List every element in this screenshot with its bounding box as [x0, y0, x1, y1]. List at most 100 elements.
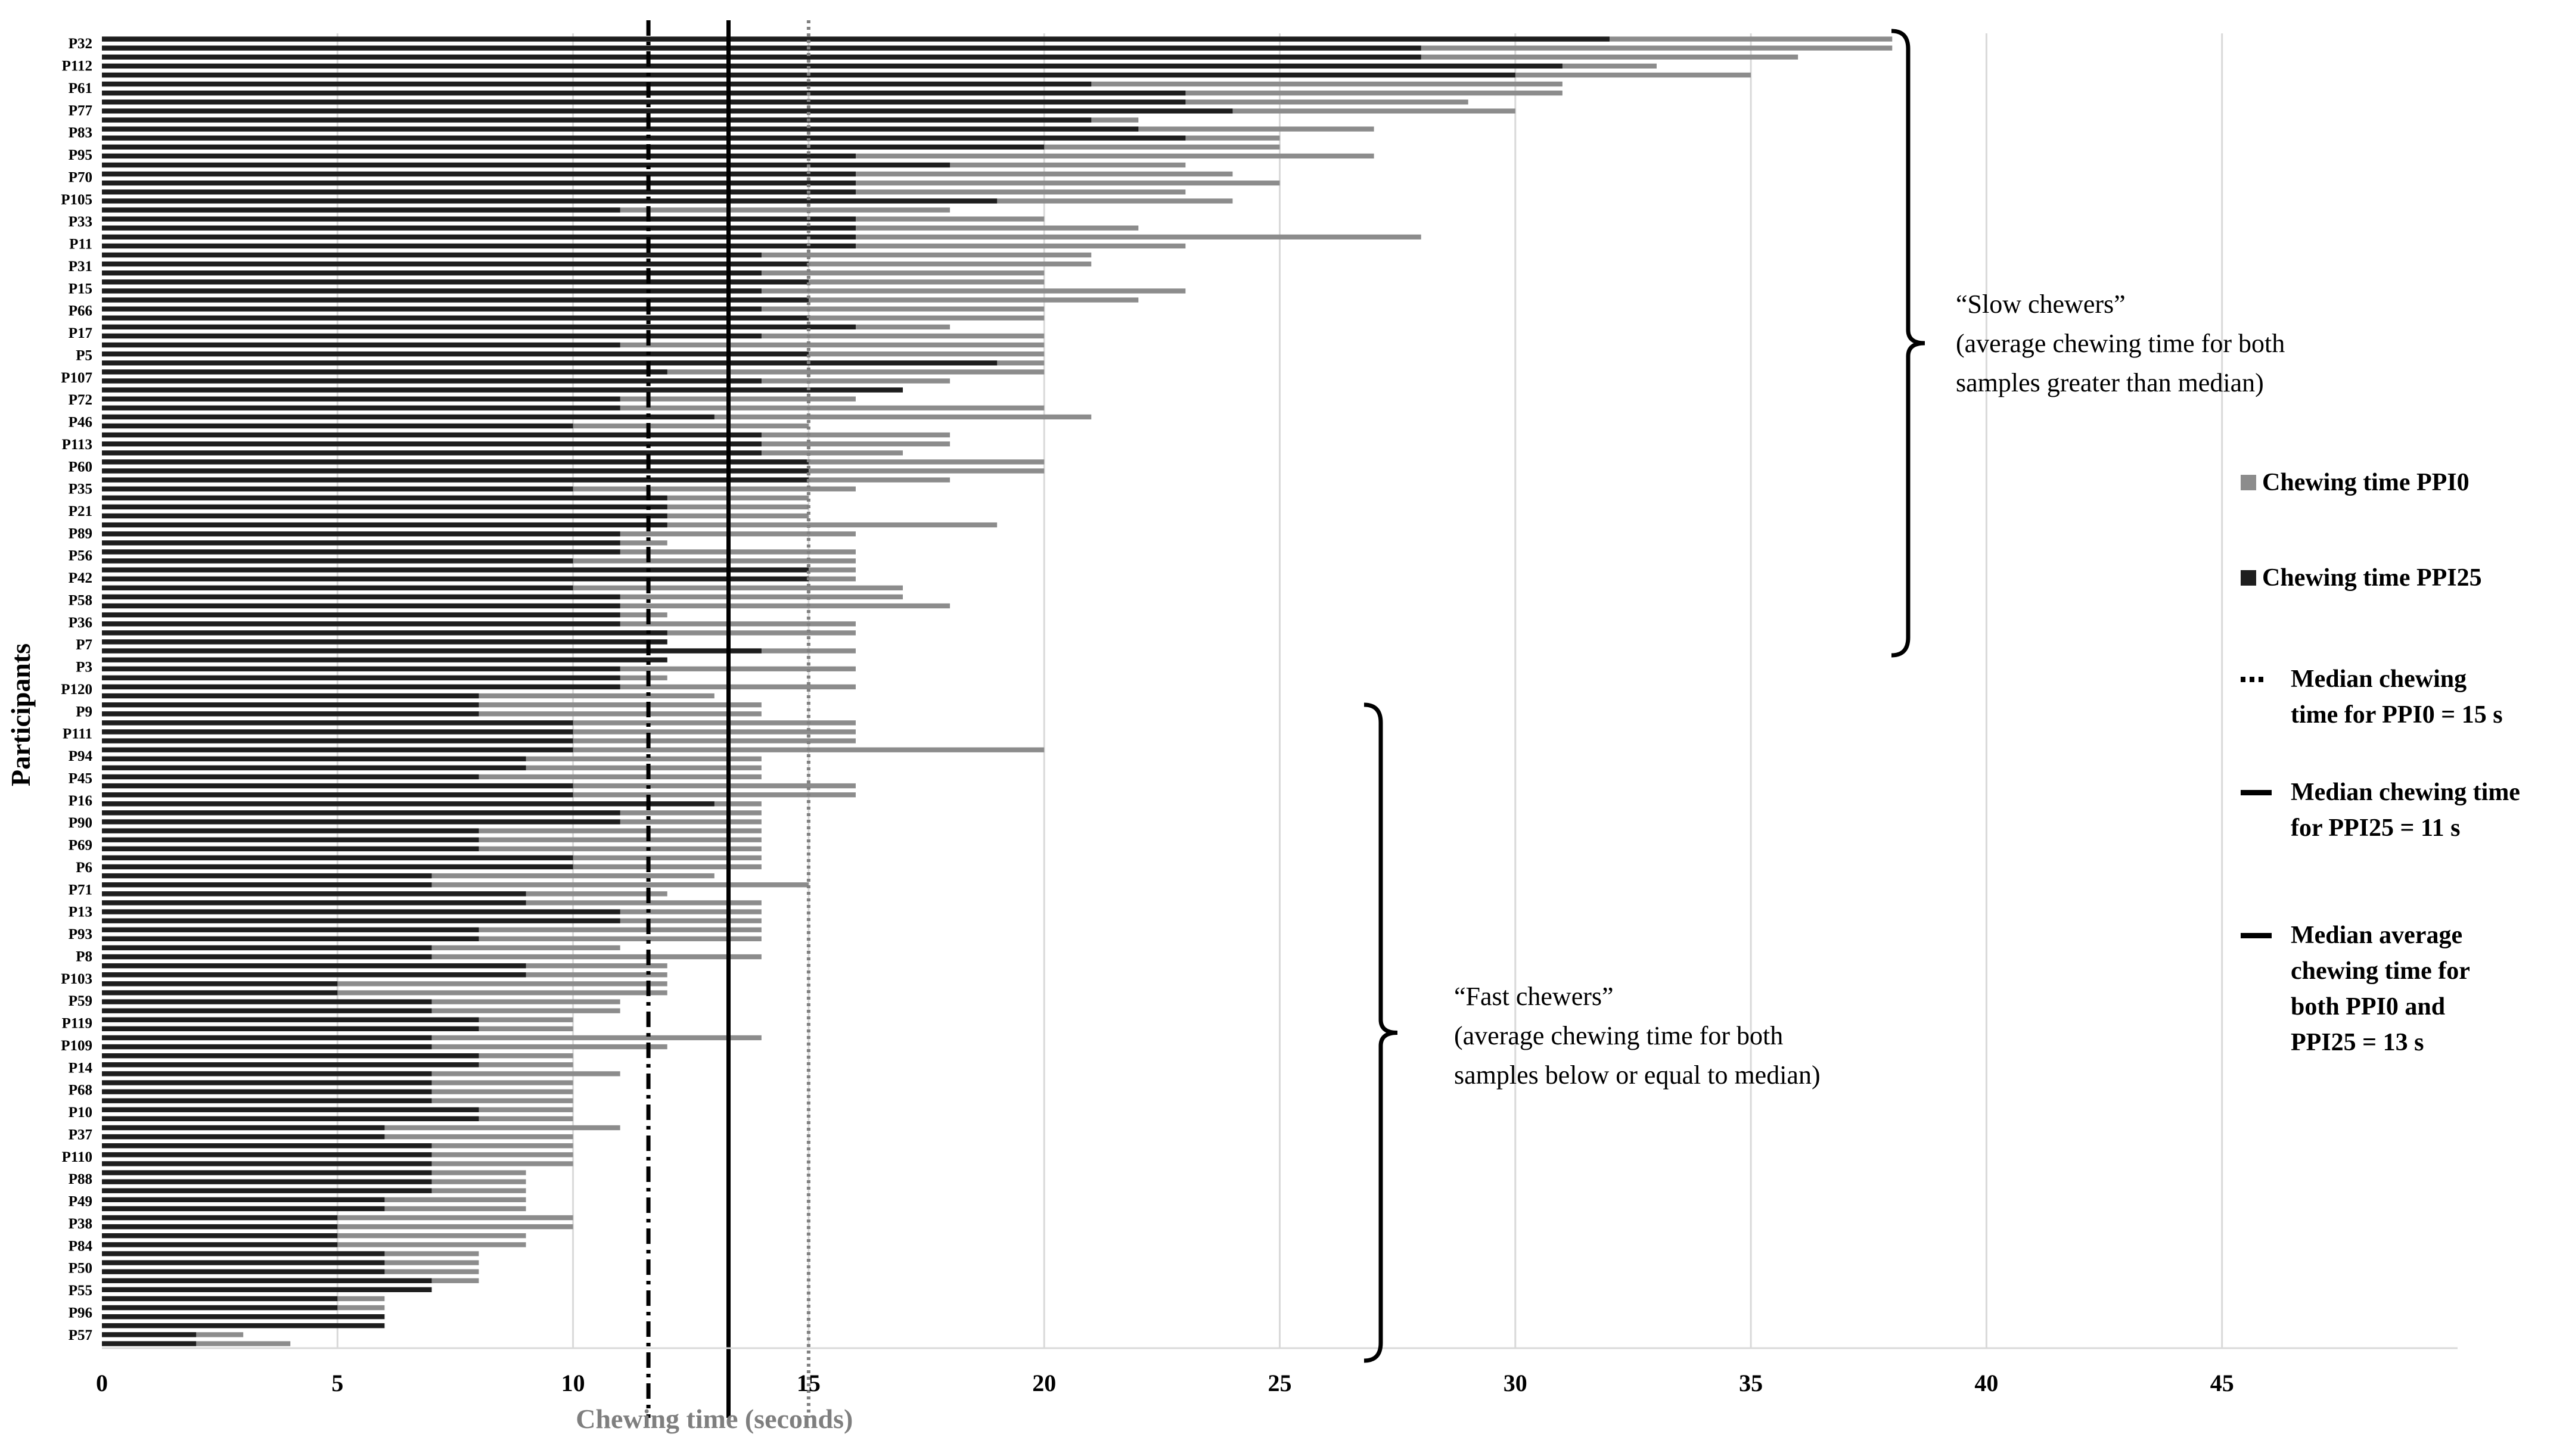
y-tick-label-P77: P77	[69, 102, 92, 119]
y-tick-label-P56: P56	[69, 548, 92, 564]
bar-ppi25-88	[102, 828, 479, 833]
group-braces	[1363, 29, 1925, 1363]
y-tick-label-P11: P11	[69, 237, 92, 253]
bar-ppi25-137	[102, 1269, 385, 1274]
bar-ppi25-123	[102, 1143, 432, 1149]
bar-ppi25-101	[102, 945, 432, 951]
bar-ppi25-64	[102, 612, 620, 618]
legend-label: Chewing time PPI25	[2262, 560, 2482, 596]
bar-ppi25-27	[102, 279, 809, 285]
bar-ppi25-2	[102, 54, 1421, 60]
y-tick-label-P61: P61	[69, 80, 92, 97]
bar-ppi25-29	[102, 297, 809, 303]
bar-ppi25-67	[102, 639, 667, 645]
fast-chewers-brace	[1363, 702, 1398, 1363]
bar-ppi25-45	[102, 441, 762, 447]
bar-ppi25-105	[102, 981, 338, 987]
bar-ppi25-134	[102, 1242, 338, 1247]
y-tick-label-P7: P7	[76, 637, 92, 653]
y-tick-label-P83: P83	[69, 125, 92, 141]
bar-ppi25-112	[102, 1044, 432, 1050]
bar-ppi25-43	[102, 423, 573, 429]
bar-ppi25-54	[102, 522, 667, 528]
bar-ppi25-6	[102, 91, 1186, 96]
bar-ppi25-63	[102, 603, 620, 609]
bar-ppi25-26	[102, 270, 762, 276]
legend-label-line: Chewing time PPI25	[2262, 564, 2482, 592]
legend-label-line: chewing time for	[2291, 957, 2470, 985]
bar-ppi25-95	[102, 891, 526, 897]
bar-ppi25-125	[102, 1161, 432, 1166]
bar-ppi25-11	[102, 135, 1186, 141]
bar-ppi25-100	[102, 936, 479, 941]
bar-ppi25-23	[102, 243, 856, 249]
bar-ppi25-39	[102, 387, 903, 393]
bar-ppi25-5	[102, 81, 1092, 87]
bar-ppi25-9	[102, 117, 1092, 123]
bar-ppi25-66	[102, 630, 667, 636]
bar-ppi25-141	[102, 1305, 338, 1311]
bar-ppi25-62	[102, 594, 620, 600]
legend-label-line: PPI25 = 13 s	[2291, 1029, 2424, 1056]
bar-ppi25-35	[102, 351, 809, 357]
bar-ppi25-70	[102, 666, 620, 671]
bar-ppi25-107	[102, 999, 432, 1004]
slow-chewers-desc-2: samples greater than median)	[1956, 368, 2264, 397]
bar-ppi25-21	[102, 225, 856, 231]
x-tick-label-10: 10	[561, 1370, 585, 1396]
bar-ppi0-94	[102, 882, 809, 888]
y-tick-label-P14: P14	[69, 1060, 93, 1076]
bar-ppi25-53	[102, 513, 667, 519]
bar-ppi25-33	[102, 333, 762, 339]
y-tick-label-P70: P70	[69, 169, 92, 185]
bar-ppi25-81	[102, 765, 526, 771]
legend-swatch-square	[2241, 475, 2256, 490]
bar-ppi25-82	[102, 774, 479, 780]
bar-ppi25-48	[102, 468, 809, 474]
bar-ppi25-116	[102, 1080, 432, 1085]
bar-ppi25-111	[102, 1035, 432, 1041]
bar-ppi25-73	[102, 693, 479, 699]
bar-ppi25-12	[102, 144, 1045, 150]
bar-ppi25-19	[102, 207, 620, 213]
bar-ppi0-105	[102, 981, 667, 987]
bar-ppi25-131	[102, 1215, 338, 1221]
bar-ppi25-114	[102, 1062, 479, 1068]
y-tick-label-P58: P58	[69, 593, 92, 609]
y-tick-label-P66: P66	[69, 303, 92, 319]
bar-ppi25-103	[102, 963, 526, 969]
y-tick-label-P49: P49	[69, 1194, 92, 1210]
bar-ppi25-0	[102, 36, 1610, 42]
bar-ppi25-119	[102, 1107, 479, 1112]
bar-ppi25-59	[102, 567, 809, 573]
bar-ppi25-52	[102, 504, 667, 510]
bar-ppi25-65	[102, 621, 620, 627]
slow-chewers-brace	[1891, 29, 1925, 658]
fast-chewers-annotation: “Fast chewers” (average chewing time for…	[1454, 977, 1821, 1095]
x-tick-label-20: 20	[1032, 1370, 1056, 1396]
bar-ppi25-129	[102, 1197, 385, 1202]
bar-ppi25-133	[102, 1233, 338, 1239]
y-tick-label-P45: P45	[69, 771, 92, 787]
bar-ppi25-90	[102, 846, 479, 851]
y-tick-label-P71: P71	[69, 882, 92, 898]
bar-ppi25-96	[102, 900, 526, 906]
bar-ppi25-84	[102, 792, 573, 798]
y-tick-label-P35: P35	[69, 481, 92, 497]
bar-ppi25-87	[102, 819, 620, 825]
legend-label-line: Median chewing time	[2291, 779, 2520, 806]
bar-ppi25-104	[102, 972, 526, 978]
y-tick-label-P46: P46	[69, 415, 92, 431]
y-tick-label-P113: P113	[62, 437, 92, 453]
bar-ppi25-14	[102, 162, 950, 168]
bar-ppi25-108	[102, 1008, 432, 1013]
bar-ppi25-143	[102, 1323, 385, 1329]
x-tick-label-5: 5	[331, 1370, 343, 1396]
y-axis-title: Participants	[5, 643, 36, 786]
slow-chewers-title: “Slow chewers”	[1956, 290, 2126, 319]
bar-ppi25-144	[102, 1332, 197, 1337]
legend-swatch-line	[2241, 790, 2272, 795]
bar-ppi25-120	[102, 1116, 479, 1122]
bar-ppi25-61	[102, 585, 573, 590]
bar-ppi25-130	[102, 1206, 385, 1212]
